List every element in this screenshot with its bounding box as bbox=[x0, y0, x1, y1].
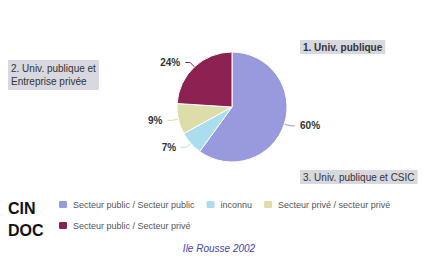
svg-text:CIN: CIN bbox=[8, 200, 36, 217]
svg-text:Secteur public / Secteur privé: Secteur public / Secteur privé bbox=[73, 221, 191, 231]
svg-text:3. Univ. publique et CSIC: 3. Univ. publique et CSIC bbox=[303, 172, 415, 183]
svg-text:Secteur privé / secteur privé: Secteur privé / secteur privé bbox=[278, 200, 390, 210]
svg-text:24%: 24% bbox=[160, 57, 180, 68]
svg-text:60%: 60% bbox=[300, 120, 320, 131]
svg-text:1. Univ. publique: 1. Univ. publique bbox=[303, 42, 383, 53]
svg-text:Secteur public / Secteur publi: Secteur public / Secteur public bbox=[73, 200, 195, 210]
svg-text:7%: 7% bbox=[162, 142, 177, 153]
svg-text:2. Univ. publique et: 2. Univ. publique et bbox=[11, 63, 96, 74]
svg-text:Entreprise privée: Entreprise privée bbox=[11, 76, 87, 87]
svg-text:inconnu: inconnu bbox=[221, 200, 253, 210]
svg-text:DOC: DOC bbox=[8, 222, 44, 239]
svg-text:Ile Rousse 2002: Ile Rousse 2002 bbox=[183, 243, 256, 254]
svg-text:9%: 9% bbox=[148, 115, 163, 126]
